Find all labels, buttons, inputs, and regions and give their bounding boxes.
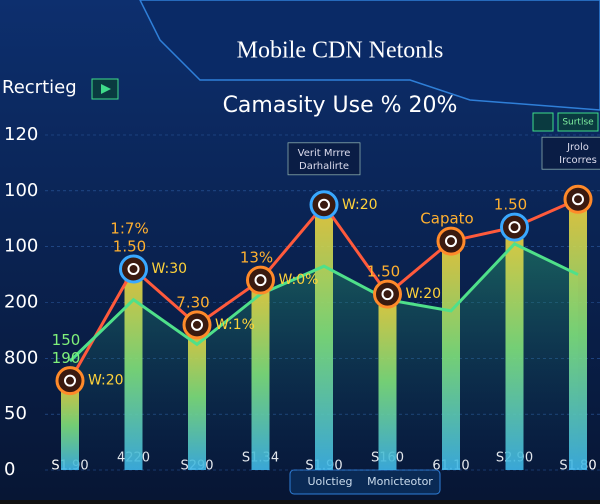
marker-icon [572,193,584,206]
footer-item[interactable]: Monicteotor [367,475,433,488]
surtlse-button[interactable] [557,112,599,132]
callout-box [287,142,361,176]
point-label: 1.50 [367,263,400,281]
header-panel [139,0,600,111]
point-label: W:0% [279,272,319,288]
bar [378,294,397,470]
point-label: 190 [52,349,81,367]
marker [119,254,148,284]
marker [182,310,212,340]
y-axis-label: 50 [4,403,27,424]
marker-icon [64,374,76,387]
bar [315,204,333,470]
footer-item[interactable]: Uolctieg [307,475,352,488]
callout-text: Verit Mrrre [298,148,351,159]
marker-icon [191,318,203,331]
point-label: 13% [240,249,273,267]
marker [500,212,529,242]
point-label: 7.30 [176,293,209,311]
bar [505,227,524,470]
subtitle: Camasity Use % 20% [223,93,458,118]
y-axis-label: 120 [4,124,38,145]
bar [124,269,143,470]
bar [251,280,270,470]
point-label: 150 [52,331,81,349]
callout-box [541,136,600,170]
chart-title: Mobile CDN Netonls [237,38,444,64]
point-label: 1.50 [494,196,527,214]
series-line [68,242,579,363]
marker [436,226,466,256]
marker-icon [445,235,457,248]
point-label: Capato [420,210,473,228]
marker [246,265,275,295]
point-label: W:30 [152,261,188,277]
marker-icon [127,263,140,275]
y-axis-label: 200 [4,292,38,313]
y-axis-label: 100 [4,236,38,257]
bar [188,324,206,470]
marker-icon [318,198,330,211]
section-label: Recrtieg [2,77,77,98]
bar [442,241,460,470]
button-label: Surtlse [562,118,594,128]
point-label: W:20 [342,197,378,213]
marker-icon [381,288,394,301]
play-icon [101,84,111,94]
point-label: 1.50 [113,238,146,256]
marker [55,366,85,396]
marker [309,190,339,220]
y-axis-label: 100 [4,180,38,201]
point-label: 1:7% [110,220,148,238]
callout-text: Jrolo [566,142,589,153]
marker [373,279,402,309]
point-label: W:20 [88,373,124,389]
point-label: W:1% [215,317,255,333]
small-button[interactable] [532,112,554,132]
bar [569,199,587,471]
bar [61,380,79,470]
y-axis-label: 0 [4,459,15,480]
marker-icon [508,221,521,234]
callout-text: Ircorres [559,155,597,166]
marker [563,184,593,214]
y-axis-label: 800 [4,347,38,368]
point-label: W:20 [406,286,442,302]
callout-text: Darhalirte [299,161,349,172]
marker-icon [254,274,267,287]
